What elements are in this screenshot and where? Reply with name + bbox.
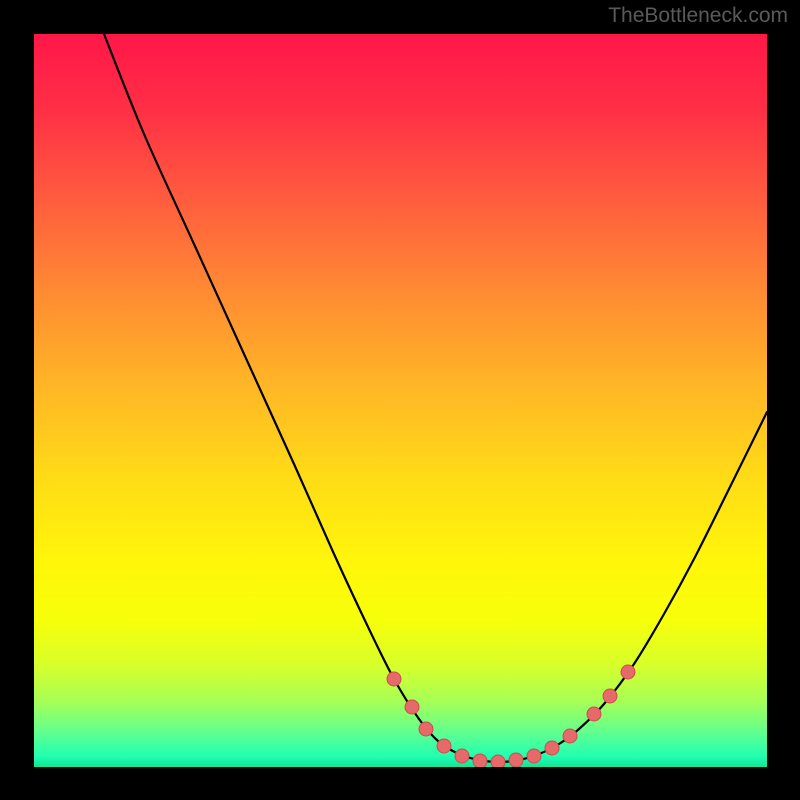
data-marker xyxy=(603,689,617,703)
chart-svg xyxy=(34,34,767,767)
data-marker xyxy=(455,749,469,763)
data-marker xyxy=(621,665,635,679)
data-marker xyxy=(587,707,601,721)
data-marker xyxy=(527,749,541,763)
data-marker xyxy=(491,755,505,767)
data-marker xyxy=(387,672,401,686)
data-marker xyxy=(509,753,523,767)
image-frame: TheBottleneck.com xyxy=(0,0,800,800)
data-marker xyxy=(545,741,559,755)
data-marker xyxy=(473,754,487,767)
data-marker xyxy=(437,739,451,753)
bottleneck-chart xyxy=(34,34,767,767)
data-marker xyxy=(419,722,433,736)
chart-background xyxy=(34,34,767,767)
data-marker xyxy=(563,729,577,743)
data-marker xyxy=(405,700,419,714)
watermark-text: TheBottleneck.com xyxy=(608,4,788,28)
